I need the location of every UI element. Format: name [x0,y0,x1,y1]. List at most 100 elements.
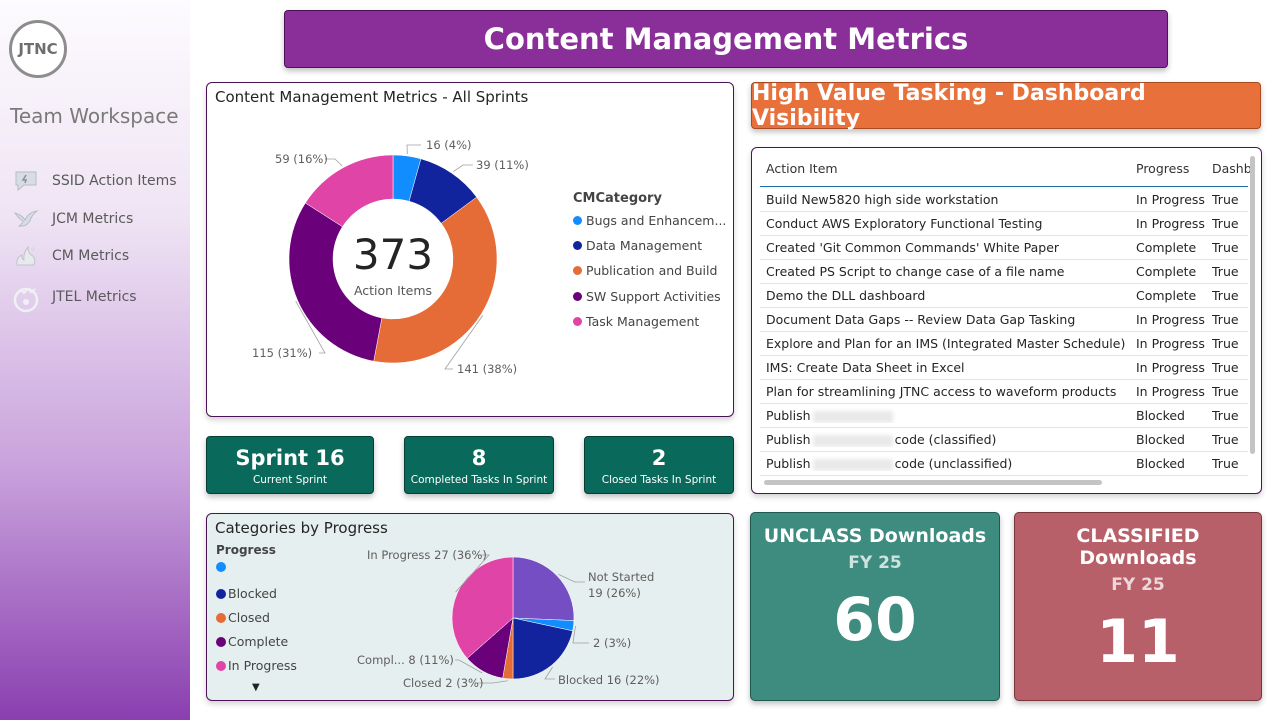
column-header-action-item[interactable]: Action Item [766,161,838,176]
horizontal-scrollbar[interactable] [764,480,1102,485]
nav-label: SSID Action Items [52,173,177,189]
donut-chart-card: Content Management Metrics - All Sprints… [206,82,734,417]
legend-item[interactable]: Task Management [573,314,699,329]
unclass-downloads-card: UNCLASS Downloads FY 25 60 [750,512,1000,701]
legend-scroll-down-icon[interactable]: ▼ [252,682,260,693]
cell-dashboard: True [1212,336,1239,351]
cell-dashboard: True [1212,456,1239,471]
legend-dot [216,588,226,599]
cell-progress: In Progress [1136,312,1205,327]
pie-chart: In Progress 27 (36%) Not Started 19 (26%… [357,548,660,690]
legend-item[interactable]: Publication and Build [573,263,717,278]
cell-text: Publish [766,456,811,471]
legend-dot [573,216,582,225]
table-row[interactable]: Plan for streamlining JTNC access to wav… [760,380,1248,404]
cell-progress: In Progress [1136,384,1205,399]
donut-chart-title: Content Management Metrics - All Sprints [215,88,529,106]
donut-center-value: 373 [353,230,433,279]
legend-dot [216,612,226,623]
card-value: 11 [1096,607,1180,677]
legend-label: Blocked [228,586,277,601]
legend-dot [573,292,582,301]
nav-label: CM Metrics [52,248,130,264]
donut-chart: 373 Action Items 16 (4%) 39 (11%) 141 (3… [252,138,529,376]
table-row[interactable]: Created 'Git Common Commands' White Pape… [760,236,1248,260]
kpi-closed-tasks: 2 Closed Tasks In Sprint [584,436,734,494]
pie-data-label: Blocked 16 (22%) [558,673,660,687]
donut-data-label: 39 (11%) [476,158,529,172]
legend-dot [573,317,582,326]
table-row[interactable]: Publish code (unclassified) Blocked True [760,452,1248,476]
legend-item[interactable]: Bugs and Enhancem... [573,213,726,228]
bird-icon [12,205,40,233]
cell-progress: Blocked [1136,456,1185,471]
slice-not-started[interactable] [512,556,575,621]
chat-flag-icon [12,167,40,195]
table-row[interactable]: Explore and Plan for an IMS (Integrated … [760,332,1248,356]
legend-label: Publication and Build [586,263,718,278]
header-divider [760,186,1248,187]
kpi-current-sprint: Sprint 16 Current Sprint [206,436,374,494]
leader-line [475,680,508,684]
column-header-progress[interactable]: Progress [1136,161,1190,176]
legend-item[interactable] [216,562,228,572]
card-title: UNCLASS Downloads [763,525,987,547]
card-subtitle: FY 25 [1111,575,1165,595]
high-value-tasking-banner: High Value Tasking - Dashboard Visibilit… [751,81,1261,131]
cell-action-item: Created 'Git Common Commands' White Pape… [766,240,1060,255]
table-row[interactable]: Build New5820 high side workstation In Pr… [760,188,1248,212]
slice-in-progress[interactable] [451,556,514,659]
slice-sw-support-activities[interactable] [288,202,383,362]
cell-action-item: Explore and Plan for an IMS (Integrated … [766,336,1126,351]
leader-line [544,666,555,680]
donut-center-label: Action Items [354,283,432,298]
leader-line [406,144,421,154]
workspace-title: Team Workspace [10,104,179,128]
legend-item[interactable]: In Progress [216,658,297,673]
kpi-value: 2 [651,446,667,470]
table-row[interactable]: Demo the DLL dashboard Complete True [760,284,1248,308]
nav-item-jcm-metrics[interactable]: JCM Metrics [12,205,133,233]
legend-dot [216,562,226,572]
nav-item-cm-metrics[interactable]: CM Metrics [12,242,129,270]
kpi-completed-tasks: 8 Completed Tasks In Sprint [404,436,554,494]
action-items-table: Action Item Progress Dashb Build New5820… [751,147,1262,494]
legend-item[interactable]: Blocked [216,586,277,601]
slice-blocked[interactable] [512,617,573,680]
slice-task-management[interactable] [305,154,394,228]
table-row[interactable]: Created PS Script to change case of a fi… [760,260,1248,284]
legend-item[interactable]: Data Management [573,238,702,253]
pie-data-label: Compl... 8 (11%) [357,653,454,667]
table-row[interactable]: Document Data Gaps -- Review Data Gap Ta… [760,308,1248,332]
legend-label: SW Support Activities [586,289,721,304]
cell-progress: Blocked [1136,408,1185,423]
pie-data-label: In Progress 27 (36%) [367,548,487,562]
donut-data-label: 115 (31%) [252,346,312,360]
legend-dot [216,636,226,647]
legend-item[interactable]: SW Support Activities [573,289,721,304]
leader-line [452,164,473,173]
table-row[interactable]: IMS: Create Data Sheet in Excel In Progre… [760,356,1248,380]
cell-progress: In Progress [1136,192,1205,207]
cell-action-item: Publish code (unclassified) [766,456,1132,471]
table-row[interactable]: Publish code (classified) Blocked True [760,428,1248,452]
nav-item-ssid-action-items[interactable]: SSID Action Items [12,167,177,195]
cell-action-item: Build New5820 high side workstation [766,192,999,207]
table-row[interactable]: Publish Blocked True [760,404,1248,428]
card-title: CLASSIFIED Downloads [1076,525,1200,569]
legend-item[interactable]: Closed [216,610,270,625]
kpi-value: Sprint 16 [235,446,345,470]
column-header-dashboard[interactable]: Dashb [1212,161,1252,176]
kpi-label: Current Sprint [252,474,328,486]
leader-line [572,625,589,644]
legend-item[interactable]: Complete [216,634,288,649]
table-row[interactable]: Conduct AWS Exploratory Functional Testi… [760,212,1248,236]
slice-publication-and-build[interactable] [373,196,498,364]
vertical-scrollbar[interactable] [1250,156,1255,454]
nav-item-jtel-metrics[interactable]: JTEL Metrics [12,283,137,313]
donut-legend-title: CMCategory [573,191,662,206]
legend-dot [216,660,226,671]
pie-data-label: 19 (26%) [588,586,641,600]
pie-chart-title: Categories by Progress [215,519,388,537]
donut-data-label: 141 (38%) [457,362,517,376]
